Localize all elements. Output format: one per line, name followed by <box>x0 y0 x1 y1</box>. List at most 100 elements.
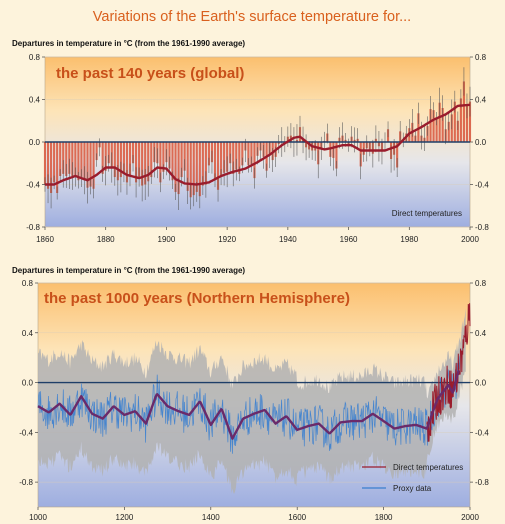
legend-label-proxy: Proxy data <box>393 484 432 493</box>
bar <box>122 142 125 173</box>
ytick-right-label: 0.0 <box>475 138 487 147</box>
bar <box>168 142 171 169</box>
bottom-chart-legend: Direct temperatures Proxy data <box>362 463 463 493</box>
ytick-right-label: 0.4 <box>475 96 487 105</box>
ytick-left-label: -0.8 <box>19 478 33 487</box>
bar <box>113 142 116 178</box>
top-chart-bars <box>43 67 472 210</box>
bottom-chart: 0.8 0.8 0.4 0.4 0.0 0.0 -0.4 -0.4 -0.8 -0.8 1000 12… <box>19 279 489 522</box>
bar <box>432 110 435 142</box>
bar <box>74 142 77 178</box>
xtick-label: 1600 <box>288 513 306 522</box>
bar <box>150 142 153 178</box>
bar <box>177 142 180 195</box>
bottom-chart-proxy-smoothed <box>37 370 460 440</box>
ytick-right-label: 0.4 <box>475 329 487 338</box>
bar <box>135 142 138 183</box>
bar <box>396 142 399 168</box>
bar <box>144 142 147 185</box>
top-chart-smoothed-line <box>45 103 471 186</box>
bar <box>159 142 162 183</box>
bar <box>435 118 438 142</box>
bar <box>186 142 189 191</box>
bar <box>223 142 226 173</box>
bar <box>229 142 232 164</box>
bar <box>65 142 68 176</box>
bar <box>147 142 150 182</box>
bar <box>89 142 92 187</box>
bar <box>468 101 472 142</box>
xtick-label: 2000 <box>461 235 479 244</box>
bar <box>171 142 174 181</box>
ytick-left-label: 0.0 <box>29 138 41 147</box>
bar <box>201 142 204 186</box>
bar <box>192 142 195 196</box>
bar <box>92 142 95 189</box>
bar <box>216 142 220 190</box>
bar <box>50 142 53 193</box>
ytick-right-label: -0.8 <box>475 223 489 232</box>
bar <box>116 142 119 181</box>
bottom-chart-ylabel: Departures in temperature in °C (from th… <box>12 266 245 275</box>
bar <box>62 142 65 174</box>
bottom-chart-title: the past 1000 years (Northern Hemisphere… <box>44 290 350 307</box>
bar <box>174 142 177 192</box>
bar <box>447 121 450 142</box>
top-chart-legend-direct: Direct temperatures <box>392 209 462 218</box>
bar <box>56 142 59 193</box>
bar <box>138 142 141 178</box>
bar <box>46 142 50 189</box>
bar <box>235 142 238 170</box>
bottom-chart-uncertainty-band <box>38 308 466 494</box>
bar <box>438 102 441 142</box>
bar <box>83 142 86 181</box>
xtick-label: 1940 <box>279 235 297 244</box>
bar <box>128 142 132 175</box>
ytick-right-label: -0.4 <box>475 181 489 190</box>
bar <box>204 142 207 185</box>
xtick-label: 2000 <box>461 513 479 522</box>
top-chart-title: the past 140 years (global) <box>56 65 244 82</box>
bar <box>86 142 89 188</box>
ytick-right-label: 0.8 <box>475 279 487 288</box>
bar <box>429 109 432 142</box>
xtick-label: 1920 <box>218 235 236 244</box>
xtick-label: 1860 <box>36 235 54 244</box>
ytick-right-label: -0.4 <box>475 428 489 437</box>
legend-label-direct: Direct temperatures <box>393 463 463 472</box>
bar <box>107 142 110 164</box>
bar <box>71 142 74 176</box>
page-title: Variations of the Earth's surface temper… <box>93 9 411 25</box>
ytick-left-label: 0.8 <box>29 53 41 62</box>
bar <box>207 142 210 166</box>
bar <box>189 142 192 198</box>
bar <box>195 142 198 192</box>
bar <box>241 142 244 166</box>
top-chart-axes: 0.8 0.8 0.4 0.4 0.0 0.0 -0.4 -0.4 -0.8 -0.8 1860 18… <box>26 53 489 244</box>
bar <box>101 142 104 174</box>
top-chart-ylabel: Departures in temperature in °C (from th… <box>12 39 245 48</box>
ytick-left-label: 0.4 <box>29 96 41 105</box>
xtick-label: 1800 <box>375 513 393 522</box>
xtick-label: 1980 <box>400 235 418 244</box>
bar <box>453 101 456 142</box>
bar <box>80 142 83 179</box>
ytick-right-label: 0.8 <box>475 53 487 62</box>
ytick-right-label: 0.0 <box>475 379 487 388</box>
bar <box>441 108 444 142</box>
ytick-left-label: 0.8 <box>22 279 34 288</box>
bar <box>162 142 165 172</box>
bar <box>95 142 98 161</box>
bar <box>253 142 256 179</box>
bar <box>462 81 465 142</box>
bar <box>77 142 80 181</box>
xtick-label: 1400 <box>202 513 220 522</box>
bar <box>131 142 135 164</box>
bar <box>119 142 122 178</box>
xtick-label: 1000 <box>29 513 47 522</box>
bar <box>183 142 186 171</box>
bar <box>43 142 47 185</box>
ytick-left-label: -0.4 <box>19 428 33 437</box>
